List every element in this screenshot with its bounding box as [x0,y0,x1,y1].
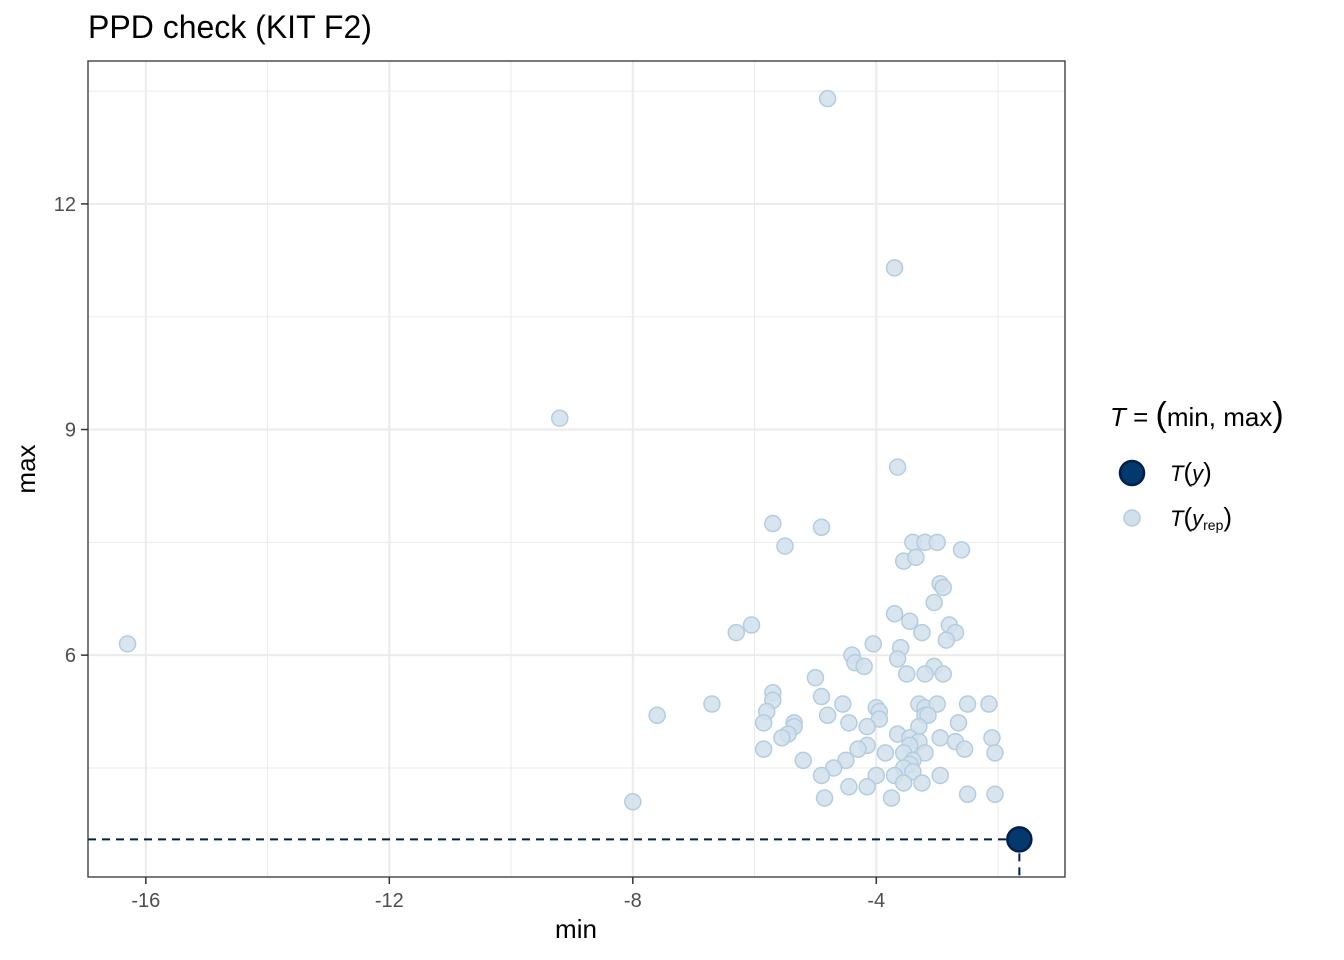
chart-title: PPD check (KIT F2) [88,9,372,45]
replicated-point [840,714,858,732]
replicated-point [849,740,867,758]
replicated-point [834,695,852,713]
replicated-point [885,605,904,623]
replicated-point [913,623,931,642]
replicated-point [551,409,569,427]
replicated-point [919,706,937,725]
replicated-point [888,650,907,668]
y-axis: 6 9 12 [54,194,88,667]
replicated-point [931,729,949,747]
legend-key-replicated [1123,509,1141,527]
replicated-point [949,714,968,732]
replicated-point [815,789,834,807]
replicated-point [928,533,946,552]
replicated-point [986,785,1004,804]
replicated-point [794,751,812,770]
grid-major [88,61,1065,877]
replicated-point [867,766,886,785]
replicated-point [864,635,883,653]
replicated-point [812,518,831,537]
replicated-point [983,729,1001,747]
x-axis-label: min [555,914,597,944]
replicated-point [931,766,949,785]
replicated-point [916,665,934,683]
replicated-point [913,774,931,792]
replicated-point [882,789,901,807]
replicated-point [958,785,977,804]
legend-title: T = (min, max) [1110,396,1284,434]
replicated-point [806,668,825,687]
x-tick-label: -4 [867,890,885,912]
replicated-point [928,695,946,713]
replicated-point [894,774,913,792]
replicated-point [624,793,642,811]
replicated-point [812,687,831,706]
replicated-point [980,695,998,713]
replicated-point [840,778,858,796]
x-tick-label: -8 [624,890,642,912]
replicated-point [773,729,791,747]
replicated-point [885,259,904,277]
replicated-point [907,548,925,567]
observed-point [1006,826,1033,853]
y-axis-label: max [11,444,41,493]
legend-label-observed: T(y) [1170,457,1212,487]
replicated-point [876,744,895,762]
replicated-point [648,706,666,725]
replicated-point [934,665,953,683]
replicated-point [955,740,974,758]
replicated-point [897,665,916,683]
replicated-point [754,714,773,732]
replicated-point [934,578,953,597]
replicated-point [742,616,761,634]
legend: T = (min, max) T(y) T(yrep) [1110,396,1284,533]
legend-label-replicated: T(yrep) [1170,502,1232,533]
legend-title-T: T [1110,402,1128,432]
replicated-point [855,657,873,676]
replicated-point [858,778,876,796]
replicated-point [818,89,837,108]
legend-title-text: min, max [1167,402,1272,432]
replicated-point [764,514,782,533]
replicated-point [703,695,721,713]
replicated-point [888,458,907,476]
y-tick-label: 9 [65,420,76,442]
replicated-point [776,537,794,555]
replicated-point [858,717,876,736]
legend-title-close: ) [1272,396,1283,434]
observed-points [1006,826,1033,853]
x-axis: -16 -12 -8 -4 [131,877,885,912]
x-tick-label: -12 [375,890,404,912]
replicated-point [952,541,971,559]
replicated-point [118,635,137,653]
replicated-point [937,631,956,649]
replicated-point [986,744,1004,762]
replicated-points [118,89,1004,811]
y-tick-label: 12 [54,194,76,216]
legend-key-observed [1118,459,1146,487]
y-tick-label: 6 [65,645,76,667]
panel-border [87,60,1066,878]
replicated-point [958,695,977,713]
replicated-point [754,740,773,758]
replicated-point [901,612,919,631]
replicated-point [904,762,922,781]
replicated-point [818,706,837,725]
x-tick-label: -16 [131,890,160,912]
replicated-point [727,623,746,642]
replicated-point [812,766,831,785]
legend-title-open: ( [1156,396,1168,434]
grid-minor [88,61,1065,877]
replicated-point [925,593,943,612]
legend-title-eq: = [1126,402,1156,432]
